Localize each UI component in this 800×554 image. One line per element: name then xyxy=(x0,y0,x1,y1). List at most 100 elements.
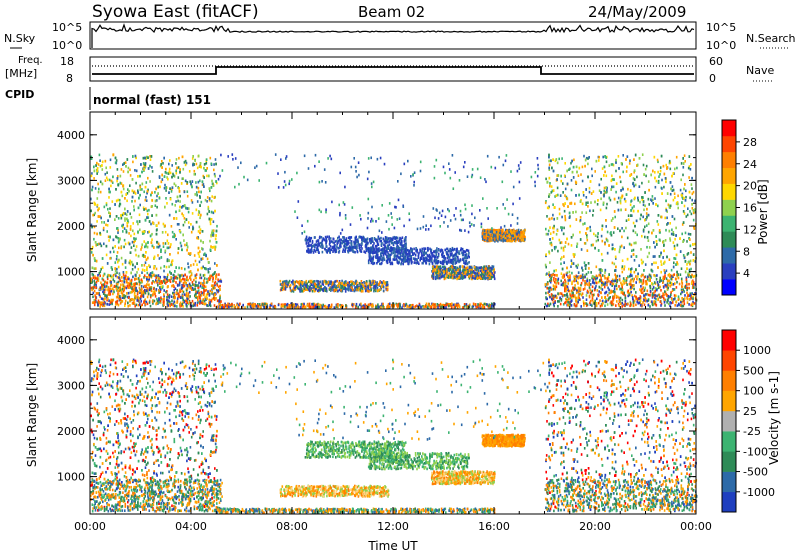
echo-cell xyxy=(335,279,338,283)
echo-cell xyxy=(191,286,194,290)
echo-cell xyxy=(557,282,560,285)
echo-cell xyxy=(217,290,220,293)
echo-cell xyxy=(191,288,193,291)
echo-cell xyxy=(93,165,95,169)
echo-cell xyxy=(555,245,557,249)
echo-cell xyxy=(644,204,646,208)
echo-cell xyxy=(348,281,351,284)
echo-cell xyxy=(220,280,223,283)
echo-cell xyxy=(190,199,193,202)
echo-cell xyxy=(186,207,189,210)
echo-cell xyxy=(145,244,147,248)
echo-cell xyxy=(370,287,372,290)
echo-cell xyxy=(129,284,131,287)
echo-cell xyxy=(152,302,154,305)
echo-cell xyxy=(121,296,124,299)
echo-cell xyxy=(633,299,636,303)
echo-cell xyxy=(359,284,361,288)
echo-cell xyxy=(635,303,637,307)
echo-cell xyxy=(109,215,111,218)
echo-cell xyxy=(126,199,128,203)
echo-cell xyxy=(665,199,667,203)
echo-cell xyxy=(292,287,295,291)
echo-cell xyxy=(209,239,211,243)
echo-cell xyxy=(299,285,301,289)
echo-cell xyxy=(178,295,180,298)
echo-cell xyxy=(166,277,168,281)
echo-cell xyxy=(686,291,688,295)
echo-cell xyxy=(215,229,218,233)
echo-cell xyxy=(577,294,580,297)
echo-cell xyxy=(687,261,690,264)
echo-cell xyxy=(132,160,134,164)
echo-cell xyxy=(618,248,621,251)
echo-cell xyxy=(294,285,297,289)
echo-cell xyxy=(183,239,185,242)
echo-cell xyxy=(129,228,132,231)
echo-cell xyxy=(574,287,577,291)
echo-cell xyxy=(167,172,170,175)
echo-cell xyxy=(687,294,689,297)
echo-cell xyxy=(640,290,643,293)
echo-cell xyxy=(651,195,654,198)
echo-cell xyxy=(610,163,613,166)
echo-cell xyxy=(379,281,381,285)
echo-cell xyxy=(91,172,93,175)
echo-cell xyxy=(177,247,180,250)
echo-cell xyxy=(645,293,647,296)
echo-cell xyxy=(657,160,659,164)
echo-cell xyxy=(309,280,311,283)
echo-cell xyxy=(148,220,151,223)
echo-cell xyxy=(187,302,190,306)
echo-cell xyxy=(199,302,201,305)
echo-cell xyxy=(584,267,587,270)
echo-cell xyxy=(549,295,551,299)
echo-cell xyxy=(348,286,350,289)
echo-cell xyxy=(206,297,208,300)
echo-cell xyxy=(333,281,336,284)
echo-cell xyxy=(591,289,593,293)
echo-cell xyxy=(123,294,125,297)
echo-cell xyxy=(157,274,160,277)
echo-cell xyxy=(597,238,599,242)
echo-cell xyxy=(579,288,582,292)
echo-cell xyxy=(127,277,129,281)
echo-cell xyxy=(141,294,143,298)
echo-cell xyxy=(574,276,577,280)
echo-cell xyxy=(651,263,653,266)
echo-cell xyxy=(186,301,189,304)
echo-cell xyxy=(114,218,116,221)
echo-cell xyxy=(100,301,102,305)
nsky-label: N.Sky xyxy=(4,32,36,45)
echo-cell xyxy=(185,299,187,303)
echo-cell xyxy=(687,232,690,236)
echo-cell xyxy=(100,216,102,220)
echo-cell xyxy=(151,166,153,169)
echo-cell xyxy=(187,292,190,295)
echo-cell xyxy=(546,180,549,184)
echo-cell xyxy=(611,278,614,282)
echo-cell xyxy=(689,262,691,266)
echo-cell xyxy=(373,282,375,286)
echo-cell xyxy=(181,289,184,293)
echo-cell xyxy=(194,274,197,277)
echo-cell xyxy=(189,286,191,290)
echo-cell xyxy=(566,266,568,270)
echo-cell xyxy=(145,300,148,304)
echo-cell xyxy=(357,283,359,287)
echo-cell xyxy=(114,161,117,164)
echo-cell xyxy=(146,271,149,275)
echo-cell xyxy=(102,228,105,232)
echo-cell xyxy=(380,285,382,289)
echo-cell xyxy=(187,278,189,282)
echo-cell xyxy=(198,190,200,194)
echo-cell xyxy=(646,282,648,286)
echo-cell xyxy=(689,233,692,236)
echo-cell xyxy=(137,303,140,307)
echo-cell xyxy=(125,213,128,216)
echo-cell xyxy=(585,188,587,191)
echo-cell xyxy=(587,227,589,230)
echo-cell xyxy=(620,291,623,294)
echo-cell xyxy=(660,253,662,256)
echo-cell xyxy=(134,238,136,241)
